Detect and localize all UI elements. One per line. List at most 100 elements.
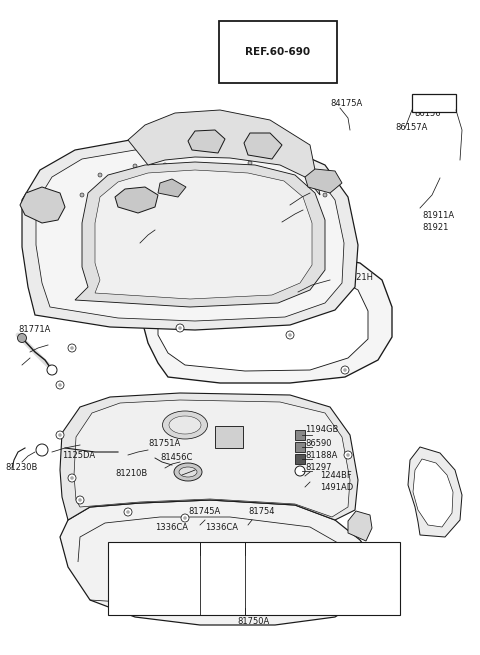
Ellipse shape (198, 169, 238, 197)
Polygon shape (413, 459, 453, 527)
Text: 81754: 81754 (248, 508, 275, 517)
Text: 86156: 86156 (414, 109, 441, 119)
Text: 81911A: 81911A (422, 210, 454, 219)
Circle shape (183, 516, 187, 520)
Text: 86157A: 86157A (395, 122, 427, 132)
Circle shape (344, 451, 352, 459)
Circle shape (295, 466, 305, 476)
Circle shape (341, 366, 349, 374)
Text: 86439B: 86439B (112, 223, 144, 233)
Circle shape (110, 243, 114, 247)
Circle shape (17, 333, 26, 343)
Text: 1194GB: 1194GB (305, 426, 338, 434)
Polygon shape (305, 169, 342, 193)
Text: 87321H: 87321H (340, 272, 373, 282)
Text: 81292: 81292 (312, 185, 338, 195)
Circle shape (181, 514, 189, 522)
Text: 81745A: 81745A (188, 508, 220, 517)
Circle shape (178, 326, 182, 330)
Text: 86590: 86590 (305, 438, 332, 447)
Ellipse shape (179, 467, 197, 477)
Circle shape (47, 365, 57, 375)
Text: 81751A: 81751A (148, 438, 180, 447)
Circle shape (124, 508, 132, 516)
Polygon shape (158, 270, 368, 371)
Text: 81210B: 81210B (115, 468, 147, 477)
Ellipse shape (203, 173, 233, 193)
Ellipse shape (147, 208, 183, 232)
Circle shape (176, 324, 184, 332)
FancyBboxPatch shape (215, 426, 243, 448)
Text: 82191: 82191 (305, 202, 331, 212)
Polygon shape (115, 187, 158, 213)
Ellipse shape (169, 416, 201, 434)
Circle shape (58, 383, 62, 387)
Circle shape (261, 252, 269, 261)
Circle shape (56, 431, 64, 439)
Circle shape (163, 163, 167, 167)
Text: 1336CA: 1336CA (155, 523, 188, 533)
Text: 81750A: 81750A (238, 618, 270, 626)
Circle shape (68, 474, 76, 482)
Polygon shape (75, 162, 325, 307)
Polygon shape (95, 170, 312, 299)
FancyBboxPatch shape (108, 542, 400, 615)
Circle shape (70, 346, 74, 350)
FancyBboxPatch shape (412, 94, 456, 112)
Polygon shape (36, 148, 344, 321)
Polygon shape (188, 130, 225, 153)
Polygon shape (244, 133, 282, 159)
Circle shape (316, 238, 320, 242)
Text: 81188A: 81188A (305, 451, 337, 460)
Circle shape (77, 191, 86, 200)
Polygon shape (60, 500, 378, 625)
Ellipse shape (163, 411, 207, 439)
Circle shape (131, 162, 140, 170)
Circle shape (58, 433, 62, 437)
Polygon shape (128, 110, 320, 195)
Text: 81297: 81297 (305, 462, 332, 472)
Text: 81921: 81921 (422, 223, 448, 233)
Circle shape (98, 173, 102, 177)
Text: 81771A: 81771A (18, 326, 50, 335)
Circle shape (288, 333, 292, 337)
Ellipse shape (174, 463, 202, 481)
FancyBboxPatch shape (295, 454, 305, 464)
Text: REF.60-690: REF.60-690 (245, 47, 311, 57)
Circle shape (68, 344, 76, 352)
Polygon shape (60, 393, 358, 520)
Circle shape (245, 159, 254, 168)
Polygon shape (22, 137, 358, 330)
Polygon shape (348, 511, 372, 541)
Circle shape (343, 368, 347, 372)
FancyBboxPatch shape (295, 430, 305, 440)
Circle shape (173, 258, 177, 262)
Text: 1336CA: 1336CA (205, 523, 238, 533)
Text: 81456C: 81456C (160, 453, 192, 462)
Ellipse shape (213, 203, 251, 227)
Circle shape (78, 498, 82, 502)
Circle shape (321, 191, 329, 200)
Circle shape (170, 255, 180, 265)
Ellipse shape (218, 207, 246, 223)
Circle shape (298, 166, 302, 170)
Circle shape (56, 381, 64, 389)
Circle shape (126, 510, 130, 514)
Circle shape (76, 496, 84, 504)
Ellipse shape (152, 212, 178, 228)
Polygon shape (20, 187, 65, 223)
Circle shape (296, 164, 304, 172)
Circle shape (70, 476, 74, 480)
Circle shape (313, 236, 323, 244)
Ellipse shape (129, 174, 167, 202)
Polygon shape (408, 447, 462, 537)
Circle shape (133, 164, 137, 168)
Text: 1491AD: 1491AD (320, 483, 353, 491)
Polygon shape (140, 253, 392, 383)
Text: 1244BF: 1244BF (320, 470, 352, 479)
Ellipse shape (134, 178, 162, 198)
Text: 86155: 86155 (414, 100, 441, 109)
Circle shape (346, 453, 350, 457)
FancyBboxPatch shape (295, 442, 305, 452)
Circle shape (286, 331, 294, 339)
